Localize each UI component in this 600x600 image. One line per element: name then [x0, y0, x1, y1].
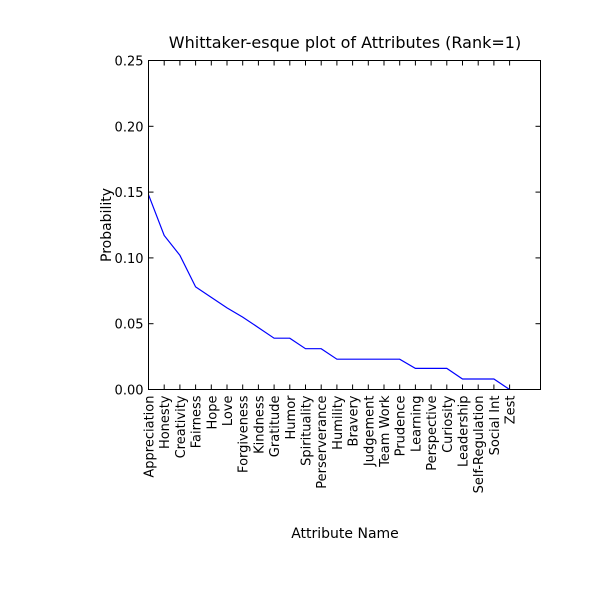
x-tick-label: Zest: [504, 396, 519, 425]
y-tick-label: 0.05: [115, 318, 144, 333]
x-tick-label: Judgement: [362, 396, 377, 468]
x-tick-label: Perspective: [425, 396, 440, 471]
x-tick-label: Humor: [284, 395, 299, 440]
chart-title: Whittaker-esque plot of Attributes (Rank…: [169, 33, 521, 52]
y-tick-label: 0.20: [115, 120, 144, 135]
x-tick-label: Creativity: [174, 395, 189, 458]
x-tick-label: Gratitude: [268, 396, 283, 458]
x-tick-label: Spirituality: [300, 395, 315, 466]
plot-frame: [148, 60, 541, 390]
x-tick-label: Curiosity: [441, 395, 456, 453]
series-line: [147, 194, 510, 390]
x-tick-label: Social Int: [488, 396, 503, 456]
x-axis-label: Attribute Name: [291, 526, 399, 542]
x-tick-label: Kindness: [252, 395, 267, 454]
x-tick-label: Perserverance: [315, 396, 330, 489]
x-tick-label: Prudence: [394, 396, 409, 457]
x-tick-label: Forgiveness: [237, 395, 252, 473]
y-tick-label: 0.10: [115, 252, 144, 267]
y-tick-label: 0.25: [115, 55, 144, 70]
x-tick-label: Bravery: [347, 395, 362, 446]
x-tick-label: Self-Regulation: [472, 396, 487, 494]
x-tick-label: Hope: [205, 396, 220, 430]
y-axis-label: Probability: [99, 188, 115, 262]
y-tick-label: 0.15: [115, 186, 144, 201]
x-tick-label: Honesty: [158, 395, 173, 449]
x-tick-label: Learning: [409, 396, 424, 452]
x-tick-label: Appreciation: [143, 396, 158, 478]
x-tick-label: Love: [221, 396, 236, 427]
x-tick-labels: Appreciation Honesty Creativity Fairness Hop…: [143, 395, 519, 493]
x-tick-label: Leadership: [457, 396, 472, 467]
y-tick-label: 0.00: [115, 384, 144, 399]
x-tick-label: Team Work: [378, 395, 393, 468]
y-tick-labels: 0.00 0.05 0.10 0.15 0.20 0.25: [115, 55, 144, 399]
x-tick-label: Fairness: [190, 395, 205, 448]
x-tick-label: Humility: [331, 395, 346, 450]
